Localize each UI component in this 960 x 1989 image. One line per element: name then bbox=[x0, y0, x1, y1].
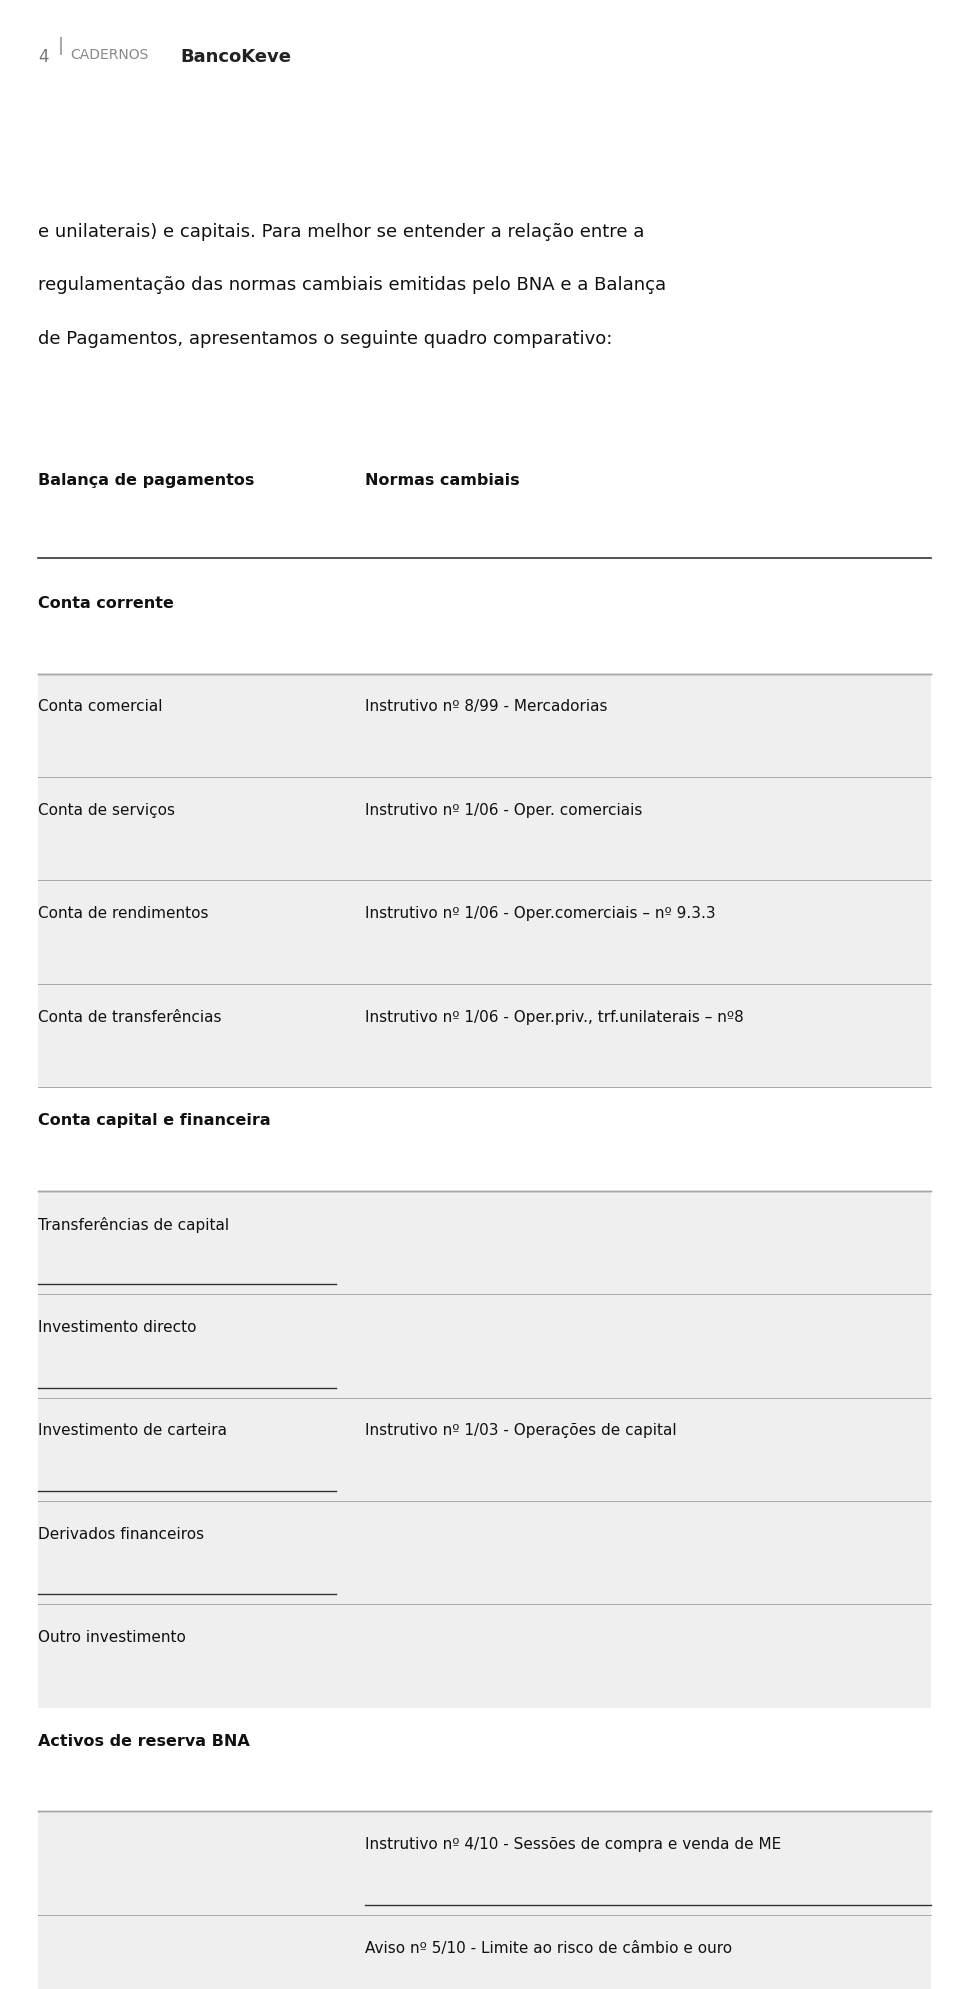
Text: Balança de pagamentos: Balança de pagamentos bbox=[38, 473, 254, 489]
Text: Derivados financeiros: Derivados financeiros bbox=[38, 1528, 204, 1541]
Bar bbox=[38, 1295, 931, 1398]
Bar bbox=[38, 1709, 931, 1812]
Bar bbox=[38, 571, 931, 674]
Text: de Pagamentos, apresentamos o seguinte quadro comparativo:: de Pagamentos, apresentamos o seguinte q… bbox=[38, 330, 612, 348]
Bar bbox=[38, 985, 931, 1088]
Text: BancoKeve: BancoKeve bbox=[180, 48, 292, 66]
Text: Conta de rendimentos: Conta de rendimentos bbox=[38, 907, 209, 921]
Text: Instrutivo nº 8/99 - Mercadorias: Instrutivo nº 8/99 - Mercadorias bbox=[365, 700, 608, 714]
Text: Investimento de carteira: Investimento de carteira bbox=[38, 1424, 228, 1438]
Text: Conta capital e financeira: Conta capital e financeira bbox=[38, 1114, 271, 1128]
Bar bbox=[38, 778, 931, 881]
Text: Investimento directo: Investimento directo bbox=[38, 1321, 197, 1335]
Text: Conta de serviços: Conta de serviços bbox=[38, 804, 176, 817]
Text: Transferências de capital: Transferências de capital bbox=[38, 1217, 229, 1233]
Text: regulamentação das normas cambiais emitidas pelo BNA e a Balança: regulamentação das normas cambiais emiti… bbox=[38, 276, 666, 294]
Text: Instrutivo nº 1/06 - Oper. comerciais: Instrutivo nº 1/06 - Oper. comerciais bbox=[365, 804, 642, 817]
Text: Activos de reserva BNA: Activos de reserva BNA bbox=[38, 1734, 251, 1748]
Text: Normas cambiais: Normas cambiais bbox=[365, 473, 519, 489]
Text: Conta comercial: Conta comercial bbox=[38, 700, 163, 714]
Bar bbox=[38, 674, 931, 778]
Text: 4: 4 bbox=[38, 48, 49, 66]
Text: Instrutivo nº 1/06 - Oper.comerciais – nº 9.3.3: Instrutivo nº 1/06 - Oper.comerciais – n… bbox=[365, 907, 715, 921]
Bar bbox=[38, 1398, 931, 1502]
Bar bbox=[38, 1088, 931, 1191]
Text: Instrutivo nº 1/06 - Oper.priv., trf.unilaterais – nº8: Instrutivo nº 1/06 - Oper.priv., trf.uni… bbox=[365, 1010, 744, 1024]
Text: Instrutivo nº 1/03 - Operações de capital: Instrutivo nº 1/03 - Operações de capita… bbox=[365, 1424, 677, 1438]
Text: Conta corrente: Conta corrente bbox=[38, 597, 175, 611]
Bar bbox=[38, 1191, 931, 1295]
Text: Conta de transferências: Conta de transferências bbox=[38, 1010, 222, 1024]
Text: e unilaterais) e capitais. Para melhor se entender a relação entre a: e unilaterais) e capitais. Para melhor s… bbox=[38, 223, 645, 241]
Bar bbox=[38, 881, 931, 985]
Text: Outro investimento: Outro investimento bbox=[38, 1631, 186, 1645]
Text: Instrutivo nº 4/10 - Sessões de compra e venda de ME: Instrutivo nº 4/10 - Sessões de compra e… bbox=[365, 1838, 781, 1852]
Bar bbox=[38, 1502, 931, 1605]
Bar bbox=[38, 1605, 931, 1709]
Bar bbox=[38, 1915, 931, 1989]
Text: Aviso nº 5/10 - Limite ao risco de câmbio e ouro: Aviso nº 5/10 - Limite ao risco de câmbi… bbox=[365, 1941, 732, 1955]
Bar bbox=[38, 1812, 931, 1915]
Text: CADERNOS: CADERNOS bbox=[70, 48, 149, 62]
